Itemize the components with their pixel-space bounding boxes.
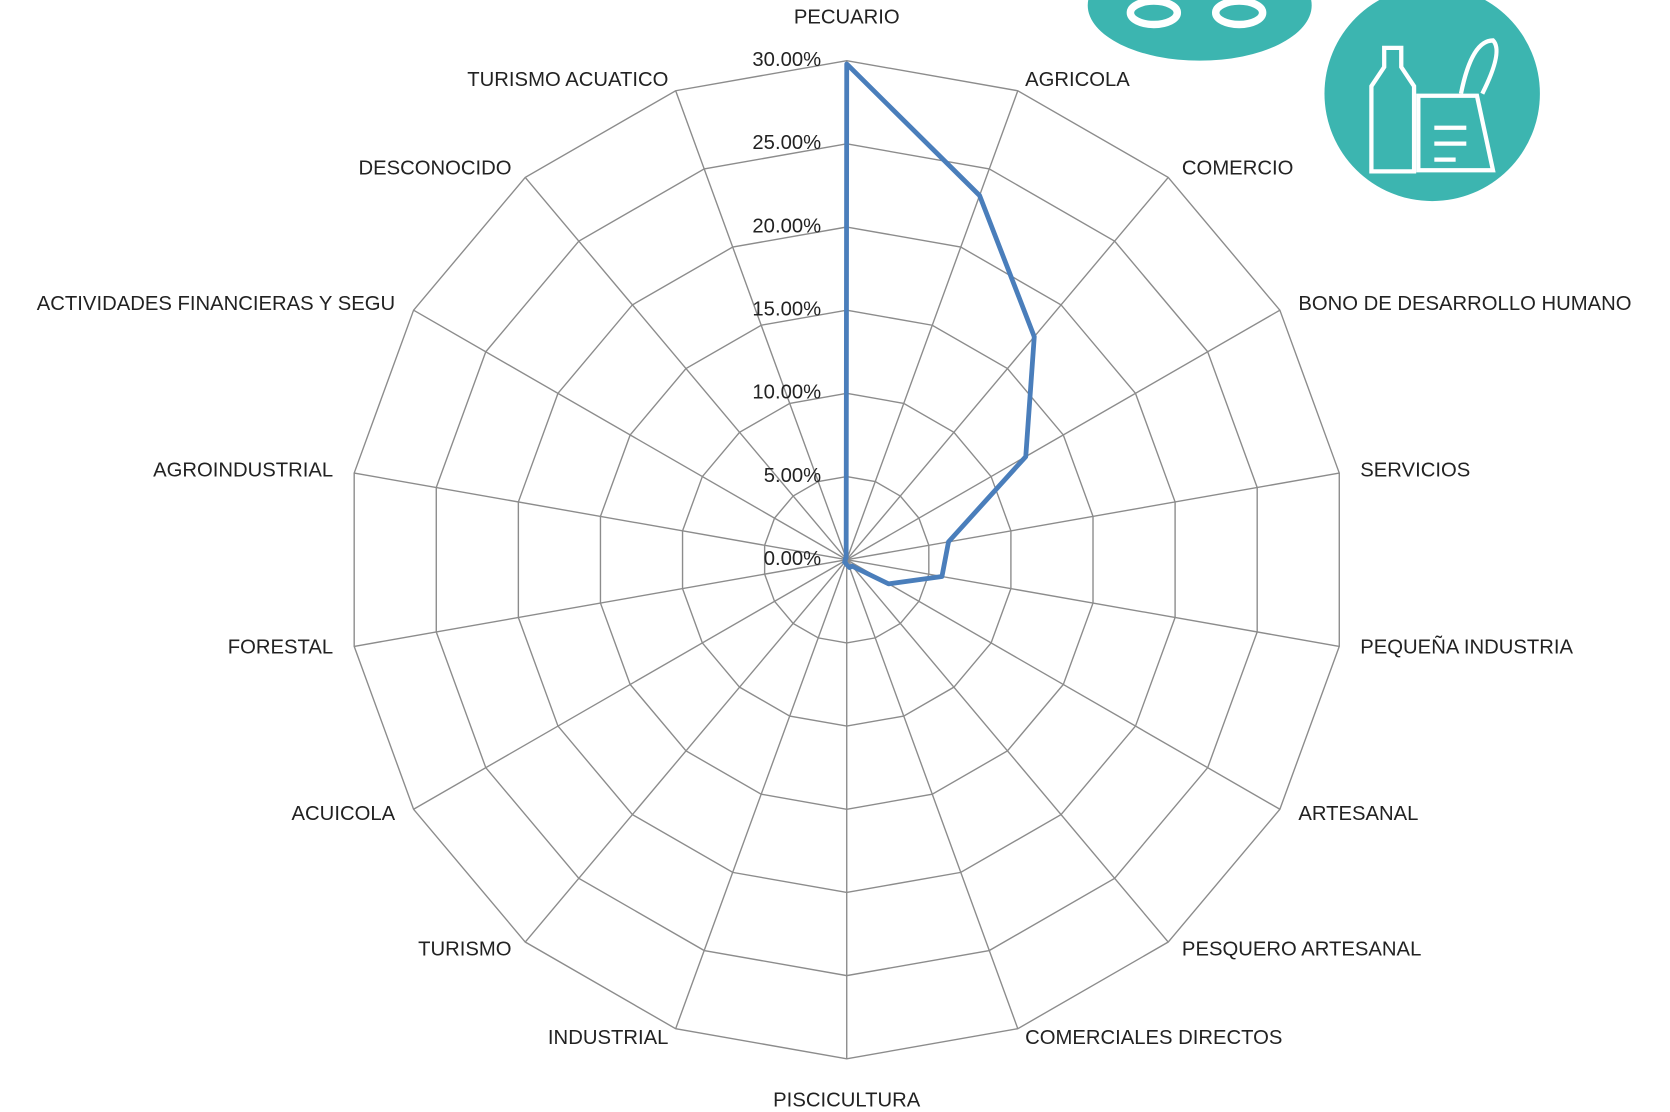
category-label: PISCICULTURA	[773, 1090, 921, 1112]
r-tick-label: 0.00%	[764, 548, 821, 570]
category-label: AGRICOLA	[1025, 69, 1130, 91]
grid-spoke	[354, 559, 847, 648]
category-label: INDUSTRIAL	[548, 1027, 668, 1049]
r-tick-label: 30.00%	[752, 49, 821, 71]
icon-grocery-lines	[1369, 38, 1499, 174]
grid-spoke	[675, 90, 848, 560]
category-label: PESQUERO ARTESANAL	[1182, 939, 1421, 961]
category-label: SERVICIOS	[1360, 460, 1470, 482]
category-label: PEQUEÑA INDUSTRIA	[1360, 635, 1573, 659]
r-tick-label: 15.00%	[752, 299, 821, 321]
category-label: ACUICOLA	[292, 803, 396, 825]
grid-spoke	[413, 309, 848, 561]
category-label: DESCONOCIDO	[358, 158, 511, 180]
r-tick-label: 10.00%	[752, 382, 821, 404]
grid-spoke	[846, 176, 1169, 561]
grid-spoke	[524, 559, 848, 943]
category-label: AGROINDUSTRIAL	[153, 460, 333, 482]
category-label: BONO DE DESARROLLO HUMANO	[1298, 293, 1631, 315]
category-label: COMERCIALES DIRECTOS	[1025, 1027, 1282, 1049]
grid-spoke	[846, 559, 1019, 1029]
r-tick-label: 25.00%	[752, 132, 821, 154]
category-label: TURISMO ACUATICO	[467, 69, 668, 91]
category-label: TURISMO	[418, 939, 511, 961]
grid-spoke	[846, 90, 1019, 560]
grid-spoke	[524, 176, 848, 561]
grid-spoke	[846, 472, 1340, 561]
grid-spoke	[846, 559, 1340, 648]
grid-spoke	[846, 309, 1281, 561]
grid-spoke	[846, 559, 1169, 943]
category-label: PECUARIO	[794, 6, 900, 28]
icon-wheel	[1211, 0, 1267, 29]
icon-grocery	[1324, 0, 1540, 202]
category-label: COMERCIO	[1182, 158, 1293, 180]
r-tick-label: 20.00%	[752, 215, 821, 237]
r-tick-label: 5.00%	[764, 465, 821, 487]
series-line	[842, 61, 1037, 587]
icon-wheel	[1126, 0, 1182, 29]
decor-icons	[1087, 0, 1540, 202]
grid-spoke	[413, 559, 848, 810]
category-label: FORESTAL	[228, 637, 333, 659]
category-label: ACTIVIDADES FINANCIERAS Y SEGU	[37, 293, 395, 315]
grid-spoke	[354, 472, 847, 561]
grid-spoke	[846, 559, 1281, 810]
category-label: ARTESANAL	[1298, 803, 1418, 825]
icon-tractor	[1087, 0, 1312, 61]
grid-spoke	[675, 559, 848, 1029]
